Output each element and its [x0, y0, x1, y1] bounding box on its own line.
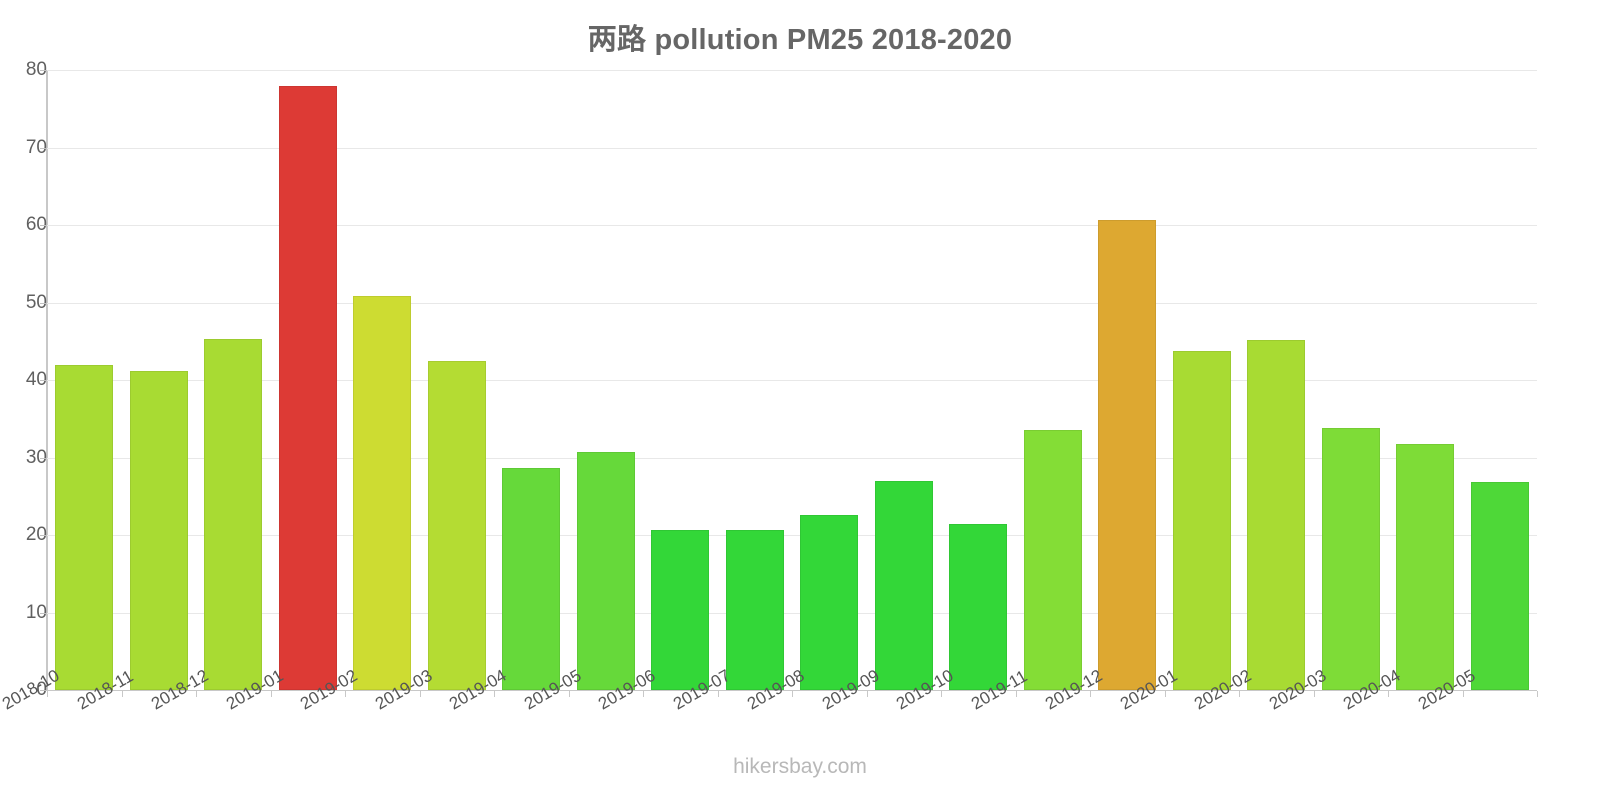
bar[interactable] — [1321, 428, 1380, 690]
x-axis-tick-mark — [568, 691, 570, 697]
x-axis-tick-mark — [1313, 691, 1315, 697]
bar[interactable] — [129, 370, 188, 690]
x-axis-tick-mark — [345, 691, 346, 697]
bar[interactable] — [353, 296, 412, 690]
y-axis-tick-label: 80 — [25, 59, 47, 80]
bar[interactable] — [874, 480, 933, 690]
y-axis-tick-mark — [40, 225, 47, 226]
gridline — [47, 535, 1537, 536]
y-axis-tick-label: 10 — [25, 601, 47, 623]
y-axis-tick-mark — [40, 70, 47, 71]
x-axis-tick-mark — [1462, 691, 1464, 697]
bar[interactable] — [576, 452, 635, 690]
bar[interactable] — [651, 529, 710, 690]
y-axis-tick-label: 0 — [7, 679, 47, 701]
x-axis-tick-mark — [643, 691, 644, 697]
bar[interactable] — [1396, 444, 1455, 690]
gridline — [47, 302, 1537, 304]
x-axis-tick-mark — [196, 691, 197, 697]
y-axis-tick-mark — [40, 690, 47, 691]
x-axis-tick-mark — [717, 691, 719, 697]
bar[interactable] — [949, 524, 1008, 690]
chart-title: 两路 pollution PM25 2018-2020 — [587, 24, 1013, 56]
x-axis-tick-mark — [1388, 691, 1389, 697]
gridline — [47, 380, 1537, 381]
bar[interactable] — [1098, 220, 1157, 690]
bar[interactable] — [204, 338, 263, 690]
bar[interactable] — [278, 85, 337, 690]
bar[interactable] — [502, 468, 561, 690]
bar[interactable] — [1172, 351, 1231, 690]
x-axis-tick-mark — [1239, 691, 1240, 697]
gridline — [47, 612, 1537, 614]
bar[interactable] — [1247, 340, 1306, 690]
y-axis-tick-mark — [40, 457, 47, 459]
y-axis-tick-mark — [40, 535, 47, 536]
plot-area — [47, 70, 1537, 690]
y-axis-tick-mark — [40, 612, 47, 614]
x-axis-tick-mark — [1090, 691, 1091, 697]
gridline — [47, 225, 1537, 226]
x-axis-tick-mark — [1537, 691, 1538, 697]
y-axis-tick-label: 60 — [25, 214, 47, 235]
y-axis-tick-mark — [40, 302, 47, 304]
gridline — [47, 147, 1537, 149]
bar[interactable] — [800, 514, 859, 690]
y-axis-tick-label: 20 — [25, 524, 47, 545]
x-axis-line — [46, 690, 1537, 691]
gridline — [47, 70, 1537, 71]
y-axis-tick-label: 30 — [25, 446, 47, 468]
y-axis-tick-mark — [40, 147, 47, 149]
watermark-label: hikersbay.com — [733, 755, 867, 778]
x-axis-tick-mark — [1164, 691, 1166, 697]
x-axis-tick-mark — [1015, 691, 1017, 697]
y-axis-tick-label: 50 — [25, 291, 47, 313]
x-axis-tick-mark — [270, 691, 272, 697]
bar[interactable] — [1470, 481, 1529, 690]
y-axis-tick-label: 70 — [25, 136, 47, 158]
x-axis-tick-mark — [792, 691, 793, 697]
x-axis-tick-mark — [941, 691, 942, 697]
gridline — [47, 457, 1537, 459]
bar[interactable] — [427, 360, 486, 690]
x-axis-tick-mark — [866, 691, 868, 697]
x-axis-tick-mark — [494, 691, 495, 697]
bar[interactable] — [55, 364, 114, 690]
x-axis-tick-mark — [121, 691, 123, 697]
bar[interactable] — [725, 529, 784, 690]
x-axis-tick-mark — [47, 691, 48, 697]
x-axis-tick-mark — [419, 691, 421, 697]
bar[interactable] — [1023, 430, 1082, 690]
y-axis-tick-mark — [40, 380, 47, 381]
y-axis-tick-label: 40 — [25, 369, 47, 390]
